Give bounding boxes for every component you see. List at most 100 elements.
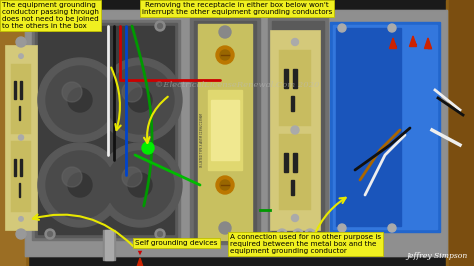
Circle shape bbox=[305, 229, 315, 239]
Bar bbox=[11, 64, 31, 134]
Bar bbox=[194, 21, 256, 241]
Circle shape bbox=[292, 39, 299, 45]
Bar bbox=[103, 230, 115, 260]
Bar bbox=[20, 159, 22, 176]
Circle shape bbox=[16, 229, 26, 239]
Bar bbox=[25, 10, 447, 256]
Circle shape bbox=[219, 26, 231, 38]
Bar bbox=[211, 100, 239, 160]
Bar bbox=[330, 22, 440, 232]
Circle shape bbox=[220, 50, 230, 60]
Circle shape bbox=[155, 229, 165, 239]
Bar bbox=[35, 23, 177, 237]
Bar bbox=[284, 69, 288, 88]
Circle shape bbox=[47, 231, 53, 236]
Bar bbox=[293, 153, 297, 172]
Circle shape bbox=[308, 231, 312, 236]
Circle shape bbox=[47, 23, 53, 28]
Circle shape bbox=[38, 143, 122, 227]
Circle shape bbox=[46, 151, 114, 219]
Circle shape bbox=[106, 66, 174, 134]
Text: Removing the receptacle in either box below won't
interrupt the other equipment : Removing the receptacle in either box be… bbox=[142, 2, 332, 15]
Circle shape bbox=[19, 54, 23, 58]
Bar bbox=[38, 26, 174, 234]
Circle shape bbox=[338, 24, 346, 32]
Bar bbox=[272, 21, 324, 241]
Circle shape bbox=[388, 24, 396, 32]
Bar bbox=[11, 141, 31, 211]
Circle shape bbox=[122, 167, 142, 187]
Bar bbox=[25, 10, 447, 256]
Circle shape bbox=[68, 173, 92, 197]
Bar bbox=[284, 153, 288, 172]
Circle shape bbox=[16, 37, 26, 47]
Bar bbox=[105, 230, 113, 260]
Polygon shape bbox=[410, 36, 417, 47]
Circle shape bbox=[98, 143, 182, 227]
Bar bbox=[0, 0, 28, 266]
Bar bbox=[270, 30, 320, 230]
Bar bbox=[20, 81, 22, 99]
Bar bbox=[291, 95, 294, 111]
Bar bbox=[293, 69, 297, 88]
Bar bbox=[279, 134, 311, 210]
Polygon shape bbox=[390, 38, 396, 48]
Circle shape bbox=[293, 229, 303, 239]
Circle shape bbox=[68, 88, 92, 112]
Bar bbox=[18, 183, 20, 197]
Circle shape bbox=[38, 58, 122, 142]
Circle shape bbox=[277, 229, 287, 239]
Circle shape bbox=[18, 135, 24, 140]
Bar bbox=[336, 28, 401, 226]
Circle shape bbox=[220, 180, 230, 190]
Polygon shape bbox=[137, 258, 144, 266]
Circle shape bbox=[295, 231, 301, 236]
Circle shape bbox=[155, 21, 165, 31]
Bar bbox=[14, 81, 16, 99]
Circle shape bbox=[128, 88, 152, 112]
Bar bbox=[190, 18, 260, 244]
Circle shape bbox=[216, 46, 234, 64]
Circle shape bbox=[388, 224, 396, 232]
Text: Self grounding devices: Self grounding devices bbox=[135, 240, 218, 246]
Circle shape bbox=[45, 21, 55, 31]
Circle shape bbox=[122, 82, 142, 102]
Circle shape bbox=[142, 142, 154, 154]
Circle shape bbox=[338, 224, 346, 232]
Bar bbox=[198, 24, 252, 240]
Circle shape bbox=[157, 231, 163, 236]
Bar bbox=[14, 159, 16, 176]
Text: Jeffrey Simpson: Jeffrey Simpson bbox=[407, 252, 468, 260]
Circle shape bbox=[46, 66, 114, 134]
Circle shape bbox=[285, 233, 295, 243]
Circle shape bbox=[157, 23, 163, 28]
Bar bbox=[291, 180, 294, 195]
Bar bbox=[18, 106, 20, 120]
Bar bbox=[208, 90, 242, 170]
Bar bbox=[268, 18, 328, 244]
Text: IS LISTED TYPE X ASTM C1396/C1396M: IS LISTED TYPE X ASTM C1396/C1396M bbox=[200, 113, 204, 167]
Circle shape bbox=[19, 217, 23, 221]
Bar bbox=[333, 25, 437, 229]
Circle shape bbox=[280, 231, 284, 236]
Bar bbox=[5, 45, 37, 230]
Bar bbox=[446, 0, 474, 266]
Circle shape bbox=[216, 176, 234, 194]
Circle shape bbox=[219, 222, 231, 234]
Circle shape bbox=[62, 82, 82, 102]
Bar bbox=[32, 20, 180, 240]
Text: A connection used for no other purpose is
required between the metal box and the: A connection used for no other purpose i… bbox=[230, 234, 381, 254]
Circle shape bbox=[128, 173, 152, 197]
Circle shape bbox=[292, 214, 299, 222]
Circle shape bbox=[62, 167, 82, 187]
Bar bbox=[279, 50, 311, 126]
Bar bbox=[0, 0, 25, 266]
Text: ©ElectricalLicenseRenewal.Com 2020: ©ElectricalLicenseRenewal.Com 2020 bbox=[155, 81, 319, 89]
Circle shape bbox=[45, 229, 55, 239]
Text: The equipment grounding
conductor passing through
does not need to be joined
to : The equipment grounding conductor passin… bbox=[2, 2, 99, 29]
Circle shape bbox=[106, 151, 174, 219]
Bar bbox=[449, 0, 474, 266]
Polygon shape bbox=[425, 38, 431, 48]
Circle shape bbox=[98, 58, 182, 142]
Circle shape bbox=[291, 126, 299, 134]
